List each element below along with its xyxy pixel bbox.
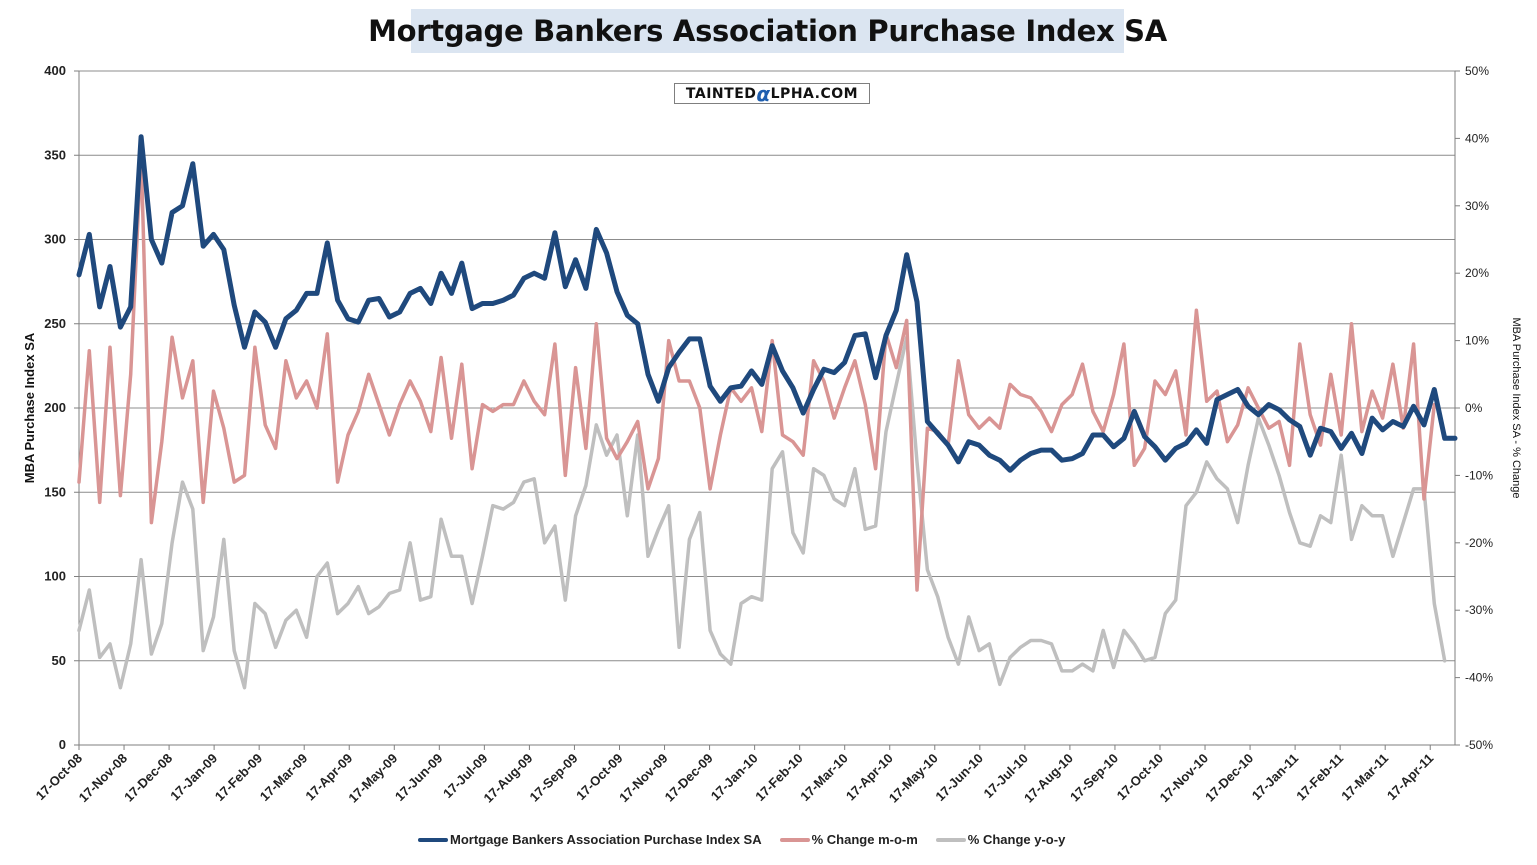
- x-tick-label: 17-Aug-09: [480, 751, 535, 806]
- y-tick-label-left: 0: [59, 737, 66, 752]
- x-tick-label: 17-Mar-11: [1338, 751, 1391, 804]
- watermark-alpha: α: [756, 81, 771, 106]
- y-tick-label-left: 250: [44, 316, 66, 331]
- watermark-logo: TAINTED α LPHA.COM: [674, 81, 870, 106]
- chart-title: Mortgage Bankers Association Purchase In…: [368, 14, 1167, 48]
- y-tick-label-left: 400: [44, 63, 66, 78]
- series-lines: [76, 134, 1458, 690]
- x-tick-label: 17-Mar-10: [797, 751, 851, 805]
- gridlines: [79, 70, 1455, 662]
- watermark-suffix: LPHA.COM: [770, 85, 859, 102]
- y-tick-label-left: 150: [44, 484, 66, 499]
- x-tick-label: 17-Dec-09: [662, 751, 716, 805]
- legend-swatch-yoy: [935, 837, 966, 842]
- legend-swatch-mom: [779, 837, 810, 842]
- legend-swatch-index: [418, 837, 448, 842]
- legend-item-index: Mortgage Bankers Association Purchase In…: [418, 832, 762, 847]
- y-tick-label-right: 20%: [1465, 266, 1489, 280]
- watermark-prefix: TAINTED: [685, 85, 757, 102]
- series-line-index: [76, 134, 1458, 473]
- x-tick-label: 17-Feb-09: [212, 751, 266, 805]
- y-tick-label-right: -10%: [1465, 468, 1493, 482]
- y-tick-label-left: 200: [44, 400, 66, 415]
- legend-item-mom: % Change m-o-m: [779, 832, 918, 847]
- y-tick-label-right: 0%: [1465, 401, 1483, 415]
- y-tick-label-right: 10%: [1465, 334, 1489, 348]
- y-axis-title-right: MBA Purchase Index SA - % Change: [1510, 318, 1522, 499]
- y-tick-label-left: 50: [52, 653, 66, 668]
- y-axis-title-left: MBA Purchase Index SA: [22, 332, 37, 483]
- x-tick-label: 17-Feb-10: [752, 751, 806, 805]
- y-tick-label-left: 350: [44, 147, 66, 162]
- x-tick-label: 17-Apr-11: [1384, 751, 1437, 804]
- x-tick-label: 17-Jan-11: [1249, 751, 1302, 804]
- legend-label-index: Mortgage Bankers Association Purchase In…: [450, 832, 762, 847]
- legend-item-yoy: % Change y-o-y: [935, 832, 1066, 847]
- x-tick-label: 17-Mar-09: [257, 751, 311, 805]
- x-tick-label: 17-Feb-11: [1293, 751, 1346, 804]
- y-tick-label-right: -30%: [1465, 603, 1493, 617]
- y-tick-label-right: -40%: [1465, 671, 1493, 685]
- series-line-yoy: [77, 335, 1447, 690]
- x-tick-label: 17-Jan-10: [708, 751, 761, 804]
- x-tick-label: 17-Jan-09: [167, 751, 220, 804]
- axes: 0 50 100 150 200 250 300 350 400 -50% -40% -30% -20%…: [33, 63, 1494, 806]
- legend: Mortgage Bankers Association Purchase In…: [418, 832, 1065, 847]
- x-tick-label: 17-Dec-10: [1202, 751, 1256, 805]
- x-tick-label: 17-Nov-10: [1157, 751, 1212, 806]
- y-tick-label-right: -50%: [1465, 738, 1493, 752]
- x-tick-label: 17-May-09: [345, 751, 400, 806]
- x-tick-label: 17-Jun-10: [932, 751, 986, 805]
- x-tick-label: 17-Nov-08: [76, 751, 131, 806]
- x-tick-label: 17-Sep-09: [527, 751, 581, 805]
- y-tick-label-right: 30%: [1465, 199, 1489, 213]
- x-tick-label: 17-Aug-10: [1021, 751, 1076, 806]
- chart-title-box: Mortgage Bankers Association Purchase In…: [368, 9, 1167, 53]
- x-tick-label: 17-Sep-10: [1067, 751, 1121, 805]
- y-tick-label-right: 50%: [1465, 64, 1489, 78]
- y-tick-label-left: 100: [44, 569, 66, 584]
- series-line-mom: [77, 150, 1437, 592]
- legend-label-mom: % Change m-o-m: [811, 832, 918, 847]
- x-tick-label: 17-Jun-09: [392, 751, 446, 805]
- x-tick-label: 17-May-10: [886, 751, 941, 806]
- x-tick-label: 17-Nov-09: [616, 751, 671, 806]
- y-tick-label-right: -20%: [1465, 536, 1493, 550]
- x-tick-label: 17-Dec-08: [121, 751, 175, 805]
- legend-label-yoy: % Change y-o-y: [967, 832, 1066, 847]
- y-tick-label-left: 300: [44, 232, 66, 247]
- y-tick-label-right: 40%: [1465, 131, 1489, 145]
